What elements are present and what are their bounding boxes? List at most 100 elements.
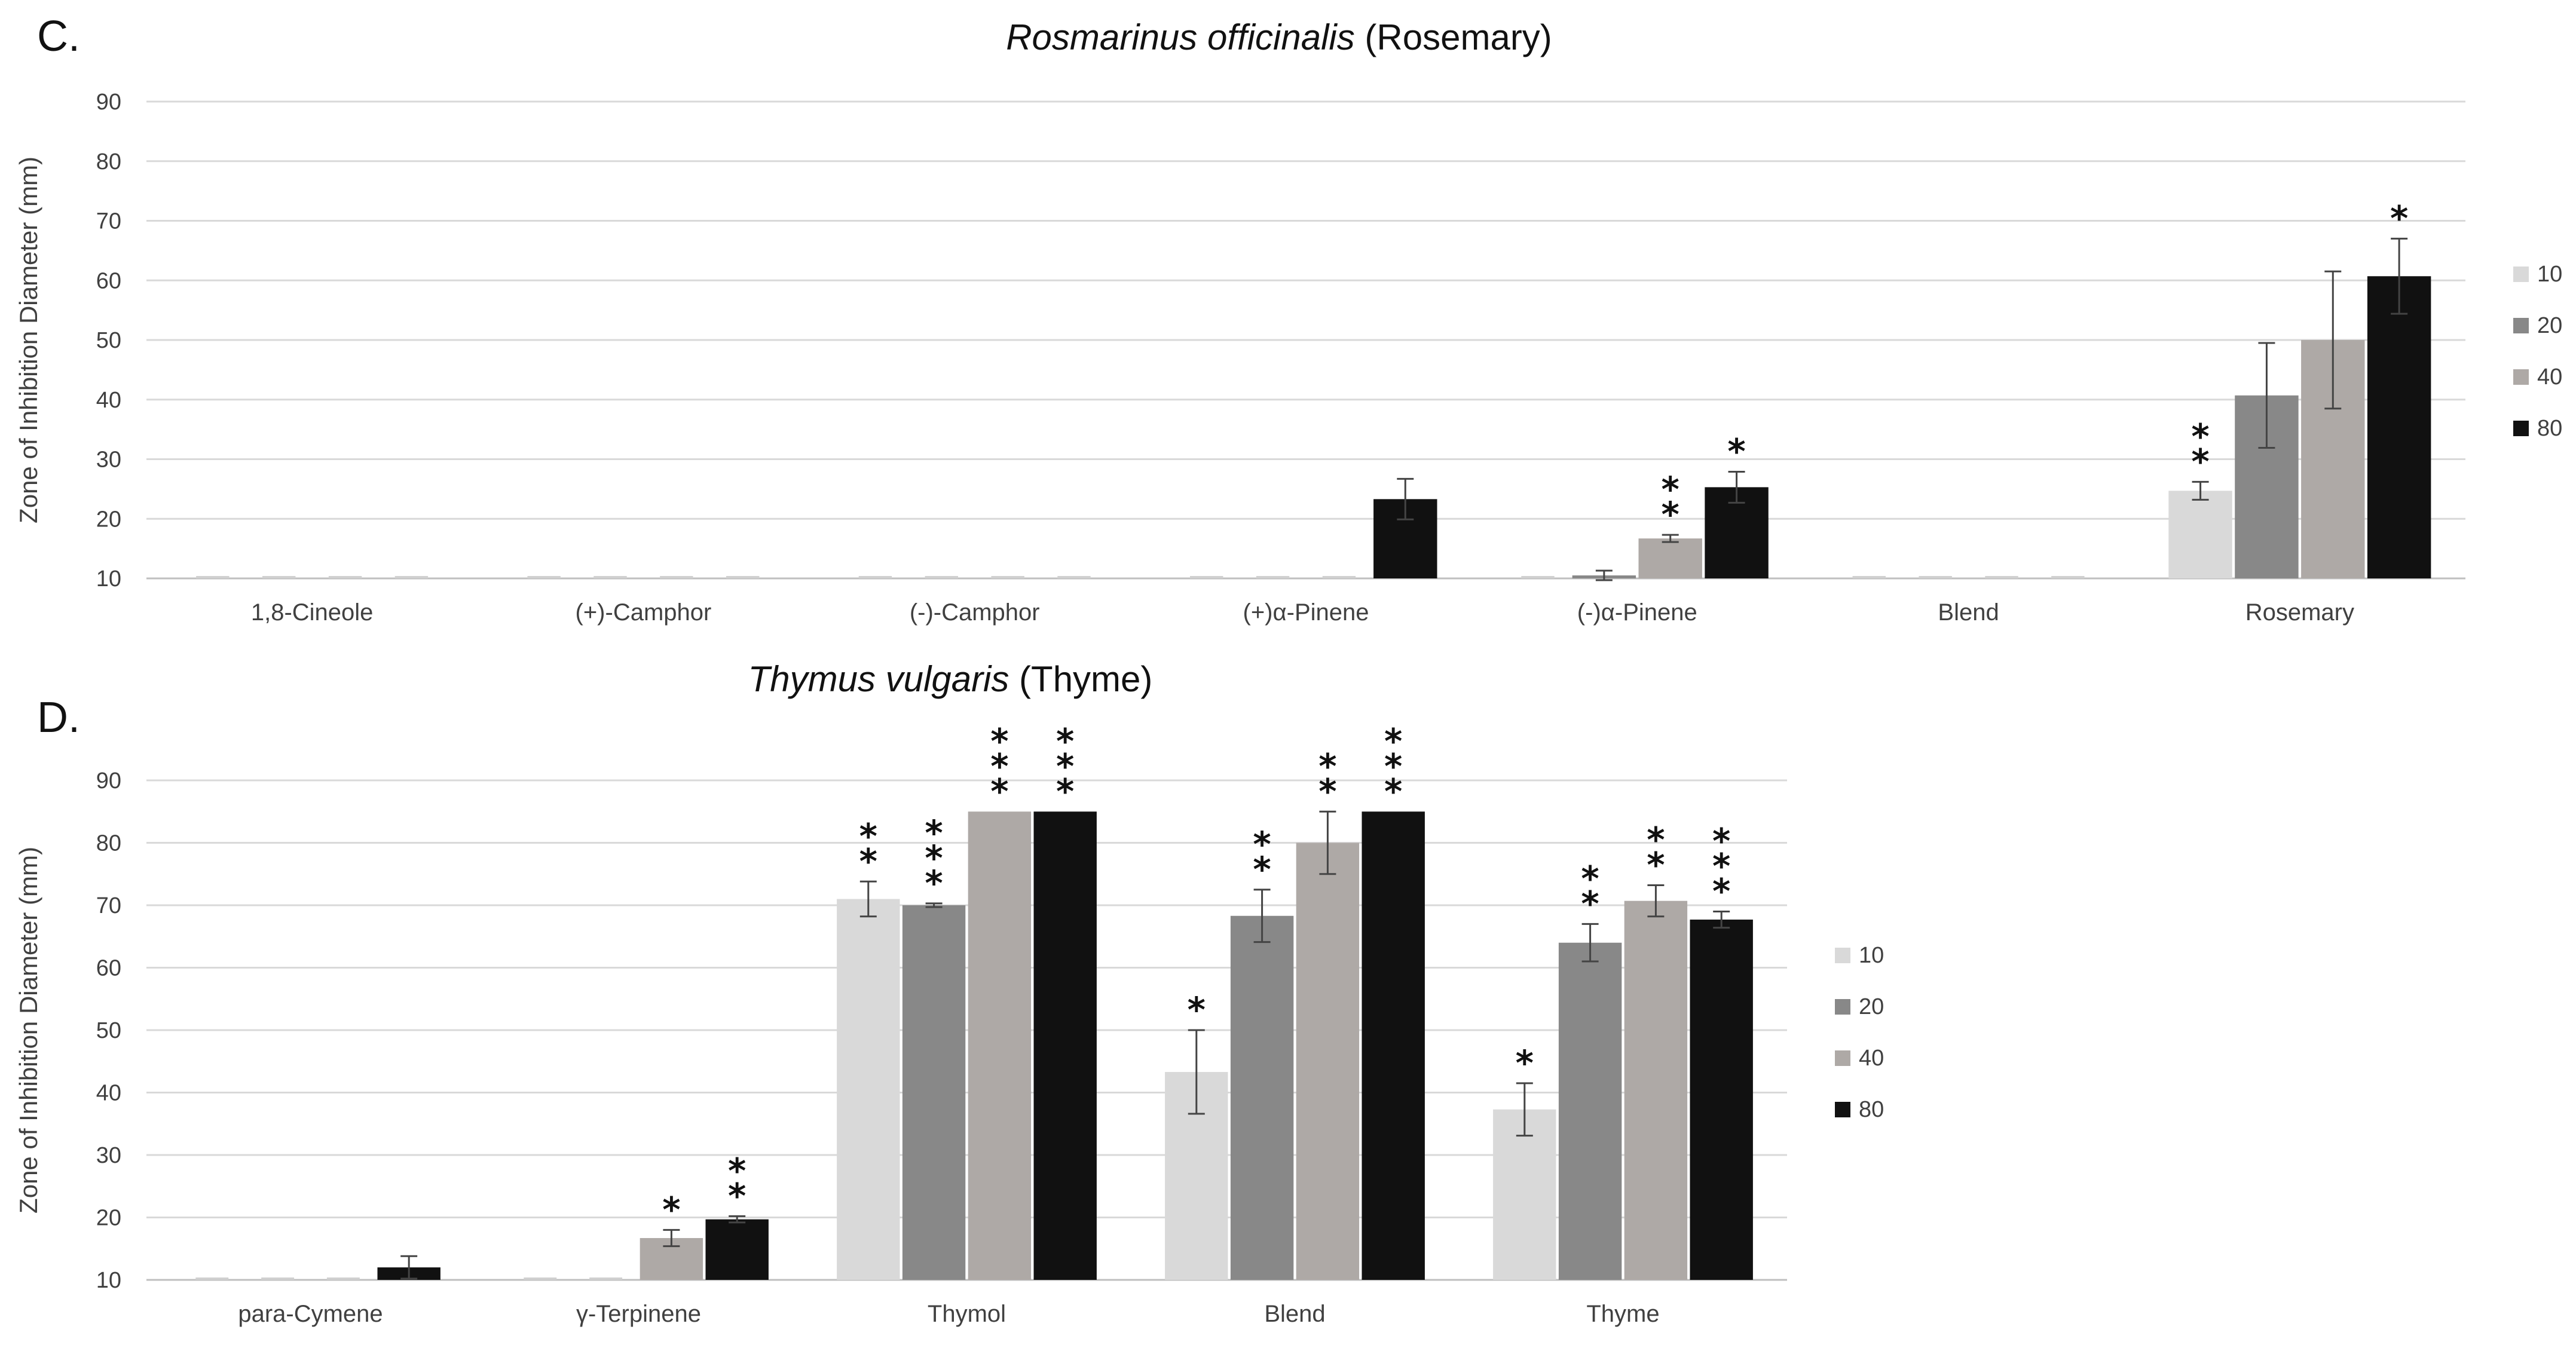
significance-star: * (1253, 849, 1271, 890)
bar (1919, 576, 1952, 578)
y-axis-label: Zone of Inhibition Diameter (mm) (14, 847, 42, 1214)
bar (527, 576, 561, 578)
y-tick-label-10: 10 (96, 1268, 121, 1293)
x-tick-label: γ-Terpinene (576, 1301, 701, 1327)
y-tick-label-70: 70 (96, 893, 121, 918)
legend-label: 40 (1859, 1046, 1884, 1071)
legend-swatch (1835, 999, 1850, 1015)
y-tick-label-80: 80 (96, 831, 121, 856)
bar (196, 576, 230, 578)
bar (593, 576, 627, 578)
legend-label: 40 (2537, 364, 2562, 390)
chart-title-d: Thymus vulgaris (Thyme) (651, 658, 1249, 700)
significance-star: * (1318, 746, 1336, 786)
x-tick-label: Blend (1938, 599, 1999, 626)
significance-star: * (1647, 820, 1665, 860)
bar (1296, 842, 1360, 1280)
significance-star: * (859, 816, 877, 856)
significance-star: * (728, 1150, 746, 1191)
chart-title-d-plain: (Thyme) (1009, 659, 1153, 699)
panel-letter-c: C. (37, 13, 80, 60)
y-tick-label-30: 30 (96, 1143, 121, 1168)
bar (1638, 538, 1702, 578)
legend-swatch (2513, 369, 2529, 385)
bar (1690, 920, 1753, 1280)
significance-star: * (728, 1175, 746, 1216)
significance-star: * (990, 746, 1008, 786)
significance-star: * (1516, 1043, 1534, 1083)
significance-star: * (1384, 721, 1402, 761)
significance-star: * (925, 813, 943, 853)
legend-label: 80 (2537, 416, 2562, 441)
bar (858, 576, 892, 578)
bar (726, 576, 760, 578)
bar (2051, 576, 2085, 578)
y-tick-label-40: 40 (96, 1081, 121, 1106)
significance-star: * (925, 838, 943, 878)
y-tick-label-90: 90 (96, 768, 121, 794)
significance-star: * (2191, 416, 2209, 457)
chart-title-c-plain: (Rosemary) (1354, 17, 1552, 57)
x-tick-label: para-Cymene (238, 1301, 383, 1327)
legend-swatch (1835, 1102, 1850, 1117)
bar (1493, 1109, 1556, 1280)
legend-label: 80 (1859, 1097, 1884, 1122)
bar (1521, 576, 1555, 578)
bar (1033, 811, 1097, 1280)
x-tick-label: Rosemary (2245, 599, 2354, 626)
panel-letter-d: D. (37, 694, 80, 742)
y-tick-label-70: 70 (96, 209, 121, 234)
y-tick-label-80: 80 (96, 149, 121, 174)
legend-label: 10 (2537, 262, 2562, 287)
significance-star: * (859, 841, 877, 881)
legend-swatch (2513, 318, 2529, 333)
y-tick-label-90: 90 (96, 90, 121, 115)
legend-label: 10 (1859, 943, 1884, 968)
chart-title-d-italic: Thymus vulgaris (748, 659, 1009, 699)
chart-title-c-italic: Rosmarinus officinalis (1006, 17, 1355, 57)
bar (1852, 576, 1886, 578)
significance-star: * (662, 1189, 680, 1230)
bar (660, 576, 693, 578)
significance-star: * (1581, 883, 1599, 924)
legend-swatch (1835, 948, 1850, 963)
bar (2168, 491, 2232, 578)
significance-star: * (1384, 746, 1402, 786)
legend-swatch (2513, 266, 2529, 282)
y-tick-label-60: 60 (96, 268, 121, 293)
significance-star: * (1712, 871, 1730, 911)
legend-label: 20 (2537, 313, 2562, 338)
significance-star: * (990, 771, 1008, 811)
x-tick-label: (-)-Camphor (910, 599, 1040, 626)
x-tick-label: Blend (1264, 1301, 1325, 1327)
legend-swatch (2513, 421, 2529, 436)
significance-star: * (1647, 845, 1665, 886)
bar (968, 811, 1032, 1280)
bar (1190, 576, 1223, 578)
significance-star: * (990, 721, 1008, 761)
significance-star: * (1318, 771, 1336, 811)
bar (328, 576, 362, 578)
y-tick-label-50: 50 (96, 328, 121, 353)
bar (902, 905, 966, 1280)
y-tick-label-50: 50 (96, 1018, 121, 1043)
x-tick-label: 1,8-Cineole (251, 599, 374, 626)
significance-star: * (1384, 771, 1402, 811)
chart-d: 10 20 30 40 50 60 70 80 90 Zone of Inhibition Dia… (14, 721, 1884, 1327)
bar (925, 576, 958, 578)
y-tick-label-20: 20 (96, 1206, 121, 1231)
significance-star: * (2191, 441, 2209, 482)
significance-star: * (1056, 721, 1074, 761)
significance-star: * (1056, 746, 1074, 786)
x-tick-label: (+)α-Pinene (1243, 599, 1369, 626)
bar (705, 1219, 769, 1280)
chart-title-c: Rosmarinus officinalis (Rosemary) (980, 17, 1578, 58)
bar (261, 1277, 295, 1280)
x-tick-label: Thyme (1586, 1301, 1659, 1327)
bar (991, 576, 1024, 578)
bar (394, 576, 429, 578)
bar (524, 1277, 557, 1280)
bar (589, 1277, 623, 1280)
significance-star: * (1712, 845, 1730, 886)
significance-star: * (1253, 824, 1271, 865)
